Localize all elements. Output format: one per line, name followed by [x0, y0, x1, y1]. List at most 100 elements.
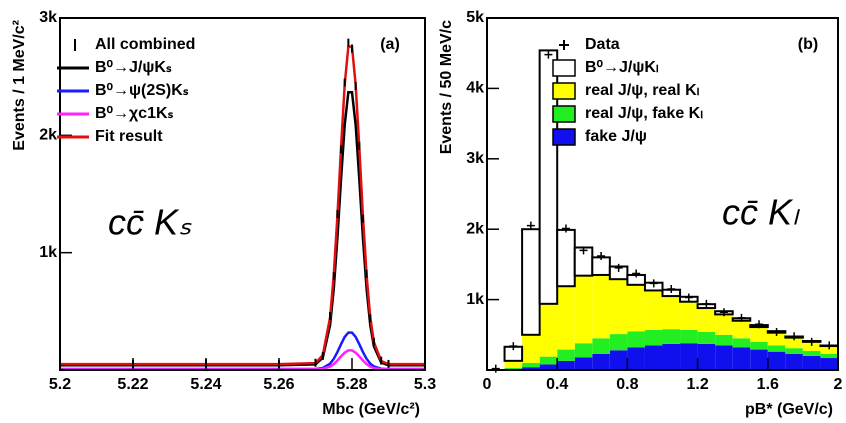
- curve: [60, 349, 425, 371]
- bar: [522, 334, 540, 363]
- bar: [539, 364, 558, 370]
- bar: [785, 337, 803, 349]
- bar: [557, 349, 575, 361]
- bar: [662, 296, 681, 330]
- bar: [644, 329, 663, 346]
- frame: [486, 17, 839, 371]
- legend-label: All combined: [95, 36, 195, 53]
- bar: [820, 346, 838, 354]
- bar: [574, 275, 593, 344]
- bar: [591, 256, 611, 276]
- legend-label: B⁰→χc1Kₛ: [95, 105, 174, 122]
- data-point: [509, 342, 518, 351]
- x-tick-label: 1.2: [686, 376, 708, 393]
- bar: [539, 303, 558, 357]
- bar: [627, 331, 645, 348]
- bar: [802, 350, 821, 356]
- bar: [504, 360, 523, 368]
- bar: [557, 360, 575, 370]
- bar: [715, 334, 733, 346]
- bar: [732, 347, 751, 370]
- data-point: [597, 251, 606, 260]
- legend-label: B⁰→ψ(2S)Kₛ: [95, 82, 189, 99]
- bar: [732, 320, 751, 339]
- legend-label: Fit result: [95, 128, 163, 145]
- data-point: [544, 50, 553, 59]
- bar: [522, 367, 540, 370]
- data-point: [772, 327, 781, 336]
- annotation: cc̄ Kₗ: [722, 192, 801, 233]
- y-tick-label: 5k: [466, 9, 484, 26]
- y-tick-label: 2k: [39, 127, 57, 144]
- y-tick-label: 3k: [466, 150, 484, 167]
- x-tick-label: 0: [483, 376, 492, 393]
- legend-symbol: [552, 105, 576, 123]
- bar: [732, 338, 751, 348]
- bar: [715, 345, 733, 370]
- legend-symbol: [559, 40, 569, 50]
- data-point: [755, 320, 764, 329]
- frame: [59, 17, 426, 371]
- bar: [802, 355, 821, 370]
- bar: [556, 228, 576, 288]
- legend-symbol: [552, 82, 576, 100]
- curve: [60, 45, 425, 366]
- bar: [820, 353, 838, 359]
- bar: [522, 362, 540, 368]
- bar: [767, 345, 786, 352]
- bar: [609, 350, 628, 370]
- bar: [785, 353, 803, 370]
- data-point: [825, 341, 834, 350]
- data-point: [561, 224, 570, 233]
- bar: [592, 338, 610, 354]
- bar: [627, 347, 645, 370]
- data-point: [579, 246, 588, 255]
- bar: [592, 353, 610, 370]
- y-tick-label: 4k: [466, 80, 484, 97]
- bar: [644, 345, 663, 370]
- x-tick-label: 5.24: [190, 376, 221, 393]
- x-tick-label: 1.6: [757, 376, 779, 393]
- panel-label: (a): [380, 36, 400, 53]
- bar: [750, 349, 768, 370]
- x-tick-label: 5.22: [117, 376, 148, 393]
- data-point: [737, 313, 746, 322]
- bar: [557, 286, 575, 350]
- bar: [785, 348, 803, 354]
- y-tick-label: 3k: [39, 9, 57, 26]
- legend-label: fake J/ψ: [585, 128, 647, 145]
- x-tick-label: 2: [834, 376, 843, 393]
- legend-label: B⁰→J/ψKₛ: [95, 59, 172, 76]
- legend-label: B⁰→J/ψKₗ: [585, 59, 659, 76]
- bar: [680, 301, 698, 330]
- x-tick-label: 5.2: [49, 376, 71, 393]
- data-point: [719, 308, 728, 317]
- data-point: [702, 299, 711, 308]
- x-axis-label: pB* (GeV/c): [745, 401, 833, 418]
- legend-symbol: [552, 128, 576, 146]
- panel-label: (b): [798, 36, 818, 53]
- x-tick-label: 5.3: [414, 376, 436, 393]
- bar: [767, 351, 786, 370]
- bar: [697, 343, 716, 370]
- data-point: [491, 364, 500, 373]
- data-point: [807, 337, 816, 346]
- data-point: [526, 221, 535, 230]
- bar: [609, 334, 628, 351]
- panel: [491, 49, 840, 373]
- y-tick-label: 1k: [466, 291, 484, 308]
- legend-label: real J/ψ, fake Kₗ: [585, 105, 703, 122]
- data-point: [790, 332, 799, 341]
- legend-symbol: [552, 59, 576, 77]
- bar: [504, 367, 523, 370]
- bar: [662, 329, 681, 344]
- data-point: [632, 269, 641, 278]
- data-point: [614, 263, 623, 272]
- bar: [539, 356, 558, 365]
- x-tick-label: 0.4: [546, 376, 568, 393]
- legend-label: Data: [585, 36, 620, 53]
- x-axis-label: Mbc (GeV/c²): [322, 401, 420, 418]
- bar: [680, 343, 698, 370]
- x-tick-label: 5.28: [336, 376, 367, 393]
